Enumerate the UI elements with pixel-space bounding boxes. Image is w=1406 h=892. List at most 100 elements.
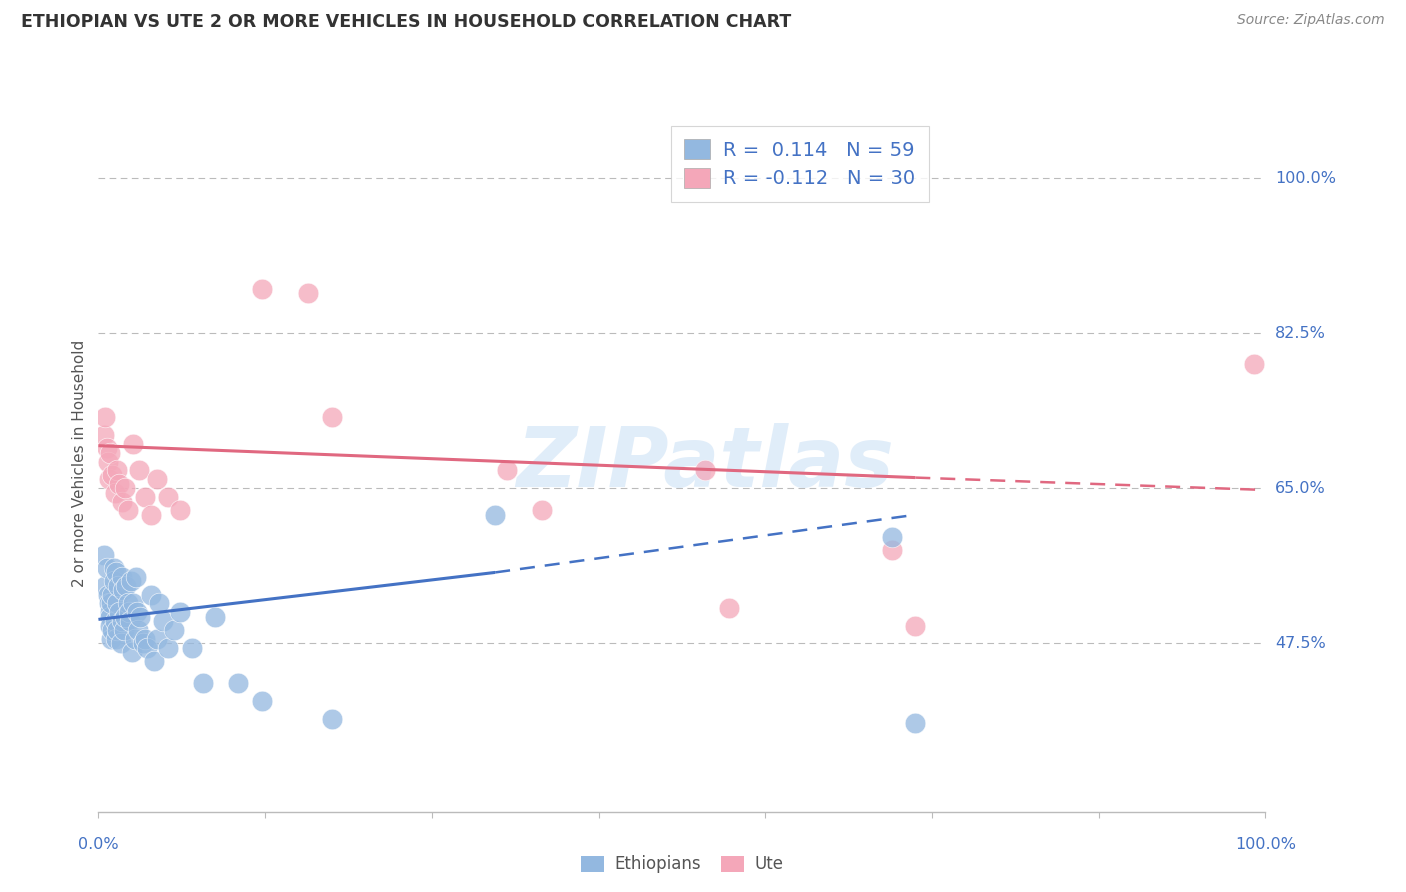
Point [111,570,134,584]
Point [148,596,170,610]
Point [695,463,717,477]
Point [98,446,121,460]
Point [530,503,553,517]
Point [134,632,156,646]
Point [250,694,273,708]
Point [157,490,180,504]
Text: 47.5%: 47.5% [1275,636,1326,651]
Point [127,623,149,637]
Point [107,579,129,593]
Point [904,618,927,632]
Text: Source: ZipAtlas.com: Source: ZipAtlas.com [1237,13,1385,28]
Point [111,494,134,508]
Point [139,508,162,522]
Point [321,410,343,425]
Text: 65.0%: 65.0% [1275,481,1326,496]
Point [100,632,122,646]
Point [904,716,927,731]
Point [121,645,143,659]
Point [104,614,127,628]
Point [97,472,120,486]
Point [134,490,156,504]
Point [103,561,125,575]
Point [717,600,740,615]
Point [193,676,215,690]
Point [115,579,138,593]
Point [122,437,145,451]
Point [111,583,134,598]
Point [250,282,273,296]
Point [880,530,903,544]
Point [163,623,186,637]
Point [136,640,159,655]
Point [96,442,118,456]
Point [321,712,343,726]
Legend: Ethiopians, Ute: Ethiopians, Ute [574,848,790,880]
Point [169,605,191,619]
Point [94,410,117,425]
Point [157,640,180,655]
Point [97,588,120,602]
Point [204,609,226,624]
Point [139,588,162,602]
Point [297,286,319,301]
Point [98,618,121,632]
Point [114,481,136,495]
Point [97,596,120,610]
Point [93,548,115,562]
Point [105,596,128,610]
Point [495,463,517,477]
Point [120,574,142,589]
Point [484,508,506,522]
Point [122,596,145,610]
Point [98,609,121,624]
Y-axis label: 2 or more Vehicles in Household: 2 or more Vehicles in Household [72,340,87,588]
Point [96,561,118,575]
Point [117,596,139,610]
Text: ETHIOPIAN VS UTE 2 OR MORE VEHICLES IN HOUSEHOLD CORRELATION CHART: ETHIOPIAN VS UTE 2 OR MORE VEHICLES IN H… [21,13,792,31]
Point [1243,357,1265,371]
Point [125,605,148,619]
Point [129,609,152,624]
Point [108,605,131,619]
Point [101,588,124,602]
Point [104,566,127,580]
Point [93,428,115,442]
Point [101,467,124,482]
Text: 82.5%: 82.5% [1275,326,1326,341]
Point [125,570,148,584]
Point [146,632,169,646]
Text: 100.0%: 100.0% [1234,837,1296,852]
Point [152,614,174,628]
Point [98,605,121,619]
Point [104,632,127,646]
Point [169,503,191,517]
Point [117,503,139,517]
Point [146,472,169,486]
Point [105,463,128,477]
Text: 0.0%: 0.0% [79,837,118,852]
Point [143,654,166,668]
Point [97,455,120,469]
Text: ZIPatlas: ZIPatlas [516,424,894,504]
Point [128,463,150,477]
Point [118,614,141,628]
Point [180,640,202,655]
Point [105,623,128,637]
Point [94,579,117,593]
Point [100,596,122,610]
Point [132,636,155,650]
Point [108,476,131,491]
Point [104,485,127,500]
Point [110,636,132,650]
Point [101,623,124,637]
Point [118,605,141,619]
Point [880,543,903,558]
Point [112,623,135,637]
Point [124,632,146,646]
Point [228,676,250,690]
Point [111,614,134,628]
Text: 100.0%: 100.0% [1275,170,1336,186]
Point [114,609,136,624]
Point [103,574,125,589]
